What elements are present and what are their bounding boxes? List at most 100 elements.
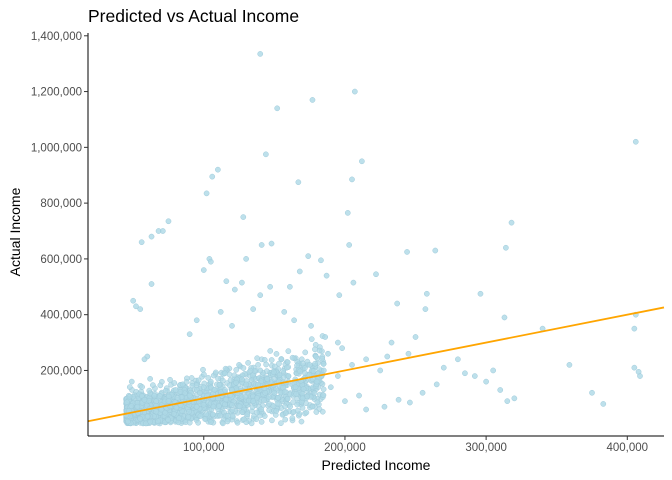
data-point (174, 394, 181, 401)
data-point (223, 396, 230, 403)
y-tick-label: 400,000 (40, 310, 82, 322)
data-point (335, 339, 341, 346)
data-point (153, 398, 160, 405)
data-point (294, 401, 301, 408)
data-point (186, 408, 192, 415)
data-point (248, 420, 255, 427)
data-point (281, 389, 288, 395)
data-point (173, 404, 180, 411)
data-point (320, 367, 327, 374)
data-point (291, 317, 297, 324)
data-point (318, 257, 324, 264)
data-point (631, 325, 638, 332)
data-point (388, 339, 395, 346)
data-point (325, 350, 331, 357)
data-point (202, 416, 208, 422)
data-point (186, 419, 193, 426)
data-point (128, 378, 135, 385)
chart-title: Predicted vs Actual Income (88, 6, 299, 26)
data-point (273, 408, 280, 414)
data-point (243, 256, 249, 262)
data-point (313, 353, 319, 360)
data-point (210, 411, 216, 418)
data-point (146, 387, 153, 394)
data-point (327, 384, 334, 391)
data-point (233, 366, 240, 373)
data-point (134, 403, 141, 410)
data-point (344, 210, 351, 216)
y-tick-label: 600,000 (40, 254, 82, 266)
data-point (229, 407, 236, 413)
data-point (258, 419, 265, 425)
data-point (148, 281, 155, 287)
data-point (335, 373, 341, 379)
x-tick-label: 300,000 (465, 442, 507, 454)
data-point (262, 389, 269, 396)
data-point (141, 356, 148, 363)
data-point (258, 406, 265, 413)
data-point (320, 392, 327, 399)
data-point (210, 403, 217, 410)
data-point (201, 371, 207, 378)
y-tick-label: 1,000,000 (31, 142, 82, 154)
data-point (217, 412, 224, 419)
data-point (147, 375, 153, 382)
data-point (511, 395, 518, 402)
data-point (316, 347, 323, 354)
data-point (508, 219, 515, 226)
data-point (193, 317, 200, 324)
data-point (637, 373, 643, 379)
data-point (381, 403, 388, 410)
data-point (292, 384, 299, 391)
data-point (139, 384, 145, 390)
data-point (422, 306, 429, 312)
data-point (151, 392, 158, 399)
data-point (229, 412, 236, 419)
data-point (239, 279, 245, 286)
data-point (270, 403, 277, 410)
data-point (183, 379, 190, 385)
data-point (282, 403, 288, 410)
data-point (186, 331, 193, 338)
data-point (211, 386, 218, 393)
data-point (295, 179, 302, 186)
data-point (276, 372, 283, 378)
y-tick-label: 800,000 (40, 198, 82, 210)
data-point (339, 345, 345, 351)
data-point (200, 366, 206, 373)
data-point (308, 336, 315, 342)
data-point (165, 218, 172, 225)
data-point (229, 322, 235, 329)
data-point (287, 283, 293, 290)
data-point (350, 279, 357, 286)
data-point (238, 376, 245, 383)
data-point (320, 361, 327, 367)
data-point (384, 353, 391, 360)
x-tick-label: 400,000 (607, 442, 649, 454)
data-point (257, 51, 264, 57)
data-point (222, 401, 228, 408)
data-point (377, 367, 384, 374)
data-point (289, 415, 296, 421)
data-point (267, 348, 274, 354)
data-point (236, 403, 243, 410)
data-point (268, 357, 275, 363)
data-point (294, 407, 301, 414)
data-point (255, 361, 261, 368)
data-point (171, 380, 178, 386)
data-point (404, 249, 410, 255)
data-point (240, 365, 247, 371)
data-point (305, 253, 312, 259)
data-point (497, 387, 504, 393)
data-point (209, 173, 216, 180)
points-layer (123, 51, 643, 427)
data-point (261, 397, 267, 403)
data-point (269, 417, 275, 424)
data-point (281, 309, 288, 315)
data-point (165, 398, 172, 404)
data-point (188, 375, 195, 381)
data-point (351, 88, 358, 95)
data-point (319, 355, 326, 362)
data-point (266, 401, 272, 407)
